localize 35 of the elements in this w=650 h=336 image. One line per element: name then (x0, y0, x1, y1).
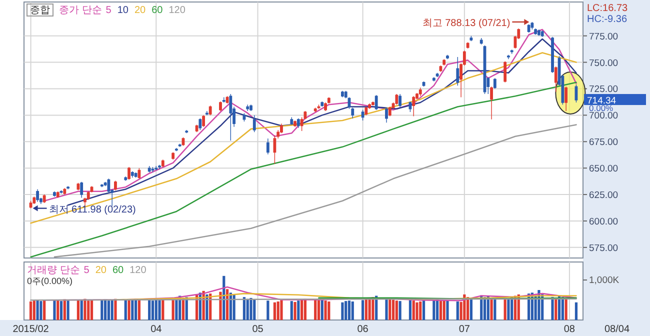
legend-title: 거래량 단순 (27, 265, 80, 276)
y-tick-label: 775.00 (589, 31, 618, 42)
annotation: 0주(0.00%) (27, 276, 73, 286)
y-tick-label: 625.00 (589, 190, 618, 202)
chart-title: 종합 (30, 5, 50, 16)
text: LC:16.73 (587, 3, 628, 14)
text: 08/04 (604, 324, 630, 335)
y-tick-label: 700.00 (589, 110, 618, 122)
x-tick-label: 2015/02 (12, 324, 50, 335)
y-tick-label: 650.00 (589, 164, 618, 175)
text: 120 (168, 5, 186, 16)
y-tick-label: 750.00 (589, 58, 618, 69)
text: 1,000K (589, 275, 620, 286)
x-tick-label: 04 (150, 324, 162, 335)
text: 10 (117, 5, 129, 16)
x-tick-label: 08 (564, 324, 576, 335)
text: 60 (152, 5, 164, 16)
text: 0.00% (589, 103, 614, 114)
text: 20 (95, 265, 107, 276)
legend-title: 종가 단순 (59, 5, 102, 16)
text: 5 (84, 265, 90, 276)
y-tick-label: 575.00 (589, 242, 618, 254)
annotation: 최고 788.13 (07/21) (422, 18, 510, 29)
x-tick-label: 05 (252, 324, 264, 335)
x-tick-label: 06 (357, 324, 369, 335)
text: 20 (134, 5, 146, 16)
text: 5 (106, 5, 112, 16)
x-tick-label: 07 (458, 324, 470, 335)
y-tick-label: 725.00 (589, 84, 618, 96)
text: 60 (112, 265, 124, 276)
y-tick-label: 600.00 (589, 216, 618, 228)
text: 120 (130, 265, 147, 276)
y-tick-label: 675.00 (589, 137, 618, 148)
annotation: 최저 611.98 (02/23) (48, 204, 136, 216)
text: HC:-9.36 (587, 14, 628, 25)
